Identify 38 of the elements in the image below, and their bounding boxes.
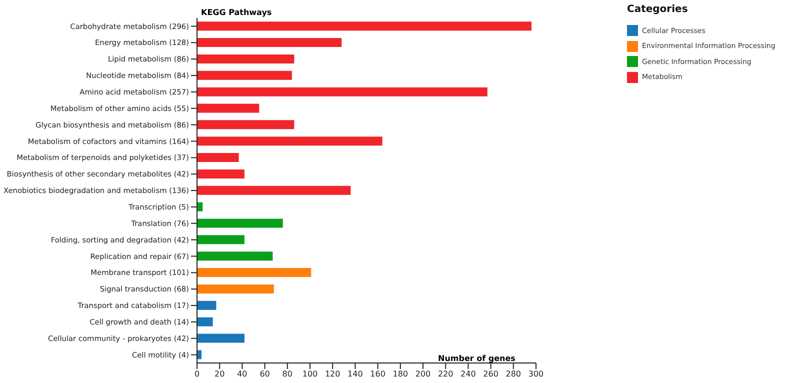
bar bbox=[197, 87, 488, 96]
x-tick-label: 0 bbox=[194, 370, 200, 379]
bar bbox=[197, 70, 292, 80]
x-tick-label: 60 bbox=[260, 370, 270, 379]
bar bbox=[197, 268, 312, 278]
x-tick-label: 180 bbox=[392, 370, 408, 379]
x-tick-label: 280 bbox=[506, 370, 522, 379]
x-tick-label: 40 bbox=[237, 370, 248, 379]
bar bbox=[197, 136, 382, 146]
bar bbox=[197, 300, 216, 310]
x-tick-label: 260 bbox=[483, 370, 498, 379]
bar bbox=[197, 284, 274, 294]
chart-title: KEGG Pathways bbox=[201, 8, 272, 17]
bar bbox=[197, 334, 244, 343]
x-tick-label: 240 bbox=[460, 370, 476, 379]
x-tick-label: 300 bbox=[528, 370, 544, 379]
x-tick-label: 140 bbox=[348, 370, 363, 379]
x-tick-label: 100 bbox=[302, 370, 318, 379]
bar bbox=[197, 169, 244, 178]
bar bbox=[197, 54, 294, 64]
bar bbox=[197, 153, 239, 162]
x-axis-title: Number of genes bbox=[438, 354, 516, 363]
bar bbox=[197, 252, 273, 261]
legend-title: Categories bbox=[627, 4, 689, 15]
bar bbox=[197, 218, 283, 228]
bar bbox=[197, 235, 244, 244]
bar bbox=[197, 317, 213, 326]
x-tick-label: 120 bbox=[324, 370, 340, 379]
bar bbox=[197, 22, 532, 31]
bar bbox=[197, 120, 294, 130]
bar bbox=[197, 186, 351, 195]
x-tick-label: 80 bbox=[282, 370, 292, 379]
bar bbox=[197, 38, 342, 48]
x-tick-label: 200 bbox=[415, 370, 431, 379]
x-tick-label: 220 bbox=[438, 370, 454, 379]
x-tick-label: 20 bbox=[214, 370, 225, 379]
x-tick-label: 160 bbox=[370, 370, 386, 379]
bar bbox=[197, 104, 260, 113]
